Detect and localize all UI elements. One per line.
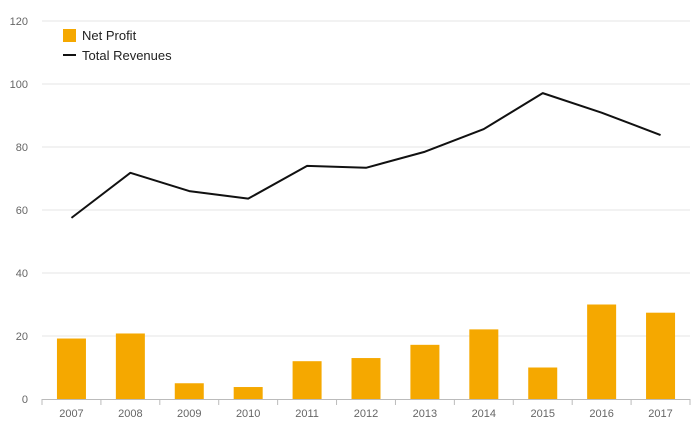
x-tick-label: 2008 <box>118 408 142 420</box>
bar-net-profit <box>115 333 145 399</box>
legend-label-net-profit: Net Profit <box>82 28 137 43</box>
x-axis: 2007 2008 2009 2010 2011 2012 2013 2014 2015 2016… <box>41 399 691 420</box>
legend-label-total-revenues: Total Revenues <box>82 48 172 63</box>
y-tick-label: 40 <box>16 268 28 280</box>
x-tick-label: 2013 <box>413 408 437 420</box>
x-tick-label: 2012 <box>354 408 378 420</box>
x-tick-label: 2016 <box>589 408 613 420</box>
y-tick-label: 60 <box>16 205 28 217</box>
line-series <box>70 92 661 219</box>
x-tick-label: 2015 <box>530 408 554 420</box>
x-tick-label: 2010 <box>236 408 260 420</box>
y-tick-label: 80 <box>16 142 28 154</box>
bar-series <box>56 304 676 399</box>
bar-net-profit <box>410 344 440 399</box>
bar-net-profit <box>469 329 499 399</box>
y-tick-label: 100 <box>10 79 28 91</box>
bar-net-profit <box>233 387 263 399</box>
y-tick-label: 120 <box>10 16 28 28</box>
y-tick-label: 20 <box>16 331 28 343</box>
x-tick-label: 2017 <box>648 408 672 420</box>
legend-swatch-net-profit <box>63 29 76 42</box>
gridlines <box>42 20 690 337</box>
y-tick-label: 0 <box>22 394 28 406</box>
x-tick-label: 2014 <box>472 408 496 420</box>
legend: Net Profit Total Revenues <box>63 28 172 63</box>
bar-net-profit <box>56 338 86 399</box>
x-tick-label: 2011 <box>295 408 319 420</box>
bar-net-profit <box>292 361 322 399</box>
x-tick-label: 2007 <box>59 408 83 420</box>
bar-net-profit <box>646 312 676 399</box>
bar-net-profit <box>174 383 204 399</box>
bar-net-profit <box>528 367 558 399</box>
x-tick-label: 2009 <box>177 408 201 420</box>
bar-net-profit <box>587 304 617 399</box>
line-total-revenues <box>70 92 661 219</box>
bar-net-profit <box>351 358 381 399</box>
y-axis: 0 20 40 60 80 100 120 <box>10 16 28 406</box>
